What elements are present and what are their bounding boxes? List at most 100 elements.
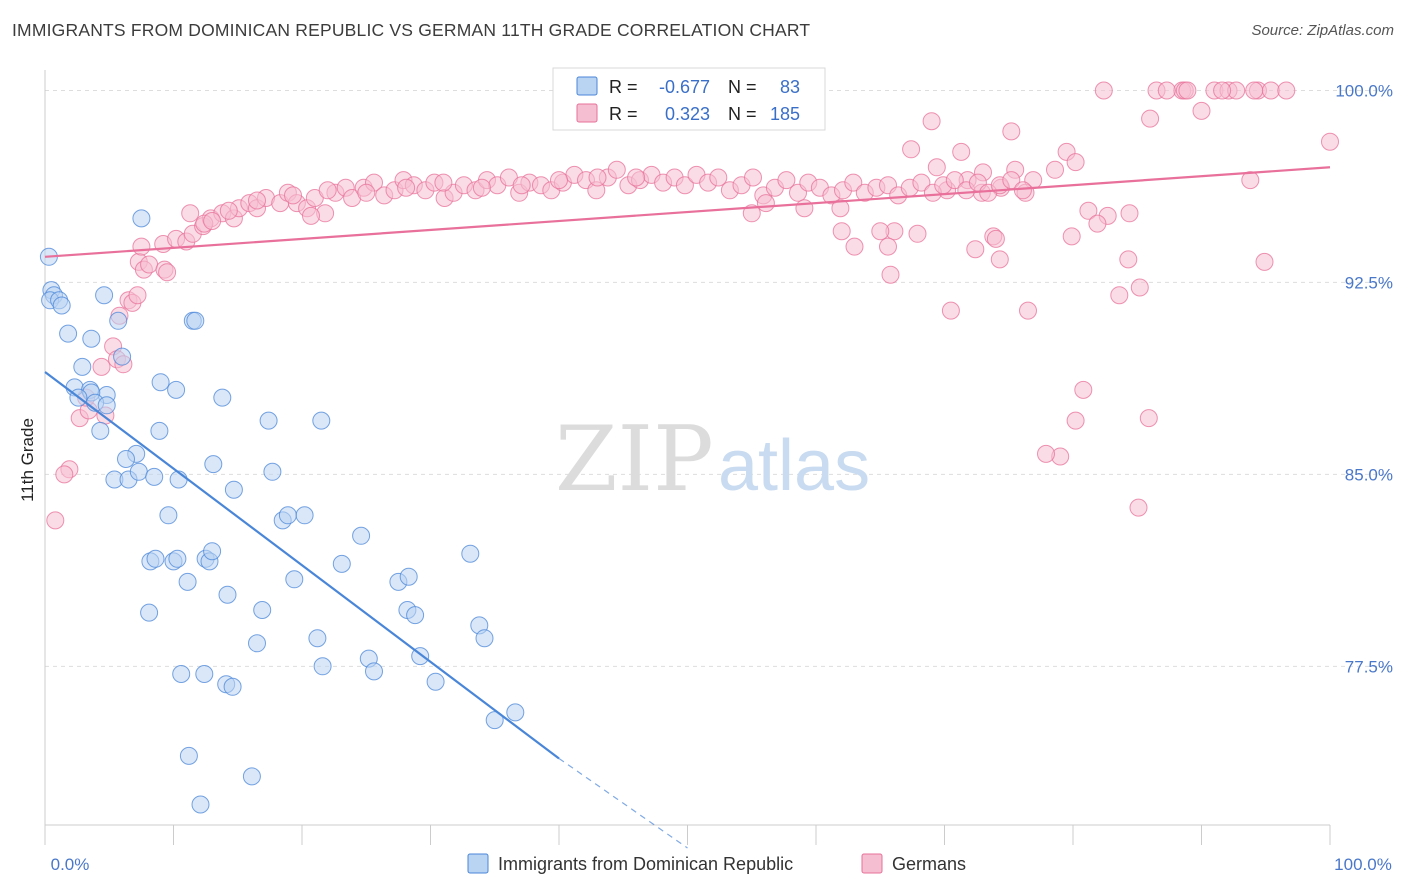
data-point-germans bbox=[627, 168, 646, 187]
data-point-germans bbox=[709, 168, 728, 187]
data-point-dominican bbox=[91, 421, 110, 440]
data-point-germans bbox=[472, 178, 491, 197]
data-point-dominican bbox=[485, 711, 504, 730]
data-point-dominican bbox=[129, 462, 148, 481]
data-point-germans bbox=[879, 237, 897, 256]
watermark-atlas: atlas bbox=[718, 426, 870, 506]
data-point-germans bbox=[927, 158, 946, 177]
legend-n-label-2: N = bbox=[728, 104, 757, 124]
data-point-germans bbox=[1255, 252, 1274, 271]
data-point-dominican bbox=[263, 462, 282, 481]
data-point-dominican bbox=[52, 296, 71, 315]
x-tick-labels: 0.0% 100.0% bbox=[51, 855, 1392, 874]
data-point-germans bbox=[922, 112, 941, 131]
data-point-germans bbox=[777, 171, 796, 190]
data-point-dominican bbox=[109, 311, 128, 330]
data-point-dominican bbox=[140, 603, 159, 622]
data-point-germans bbox=[1019, 301, 1037, 320]
data-point-dominican bbox=[167, 380, 186, 399]
data-point-germans bbox=[219, 201, 238, 220]
data-point-germans bbox=[318, 181, 337, 200]
data-point-dominican bbox=[179, 746, 198, 765]
data-point-dominican bbox=[186, 311, 205, 330]
data-point-germans bbox=[1129, 498, 1148, 517]
data-point-dominican bbox=[278, 506, 297, 525]
trend-line-dominican-extension bbox=[558, 757, 688, 849]
data-point-dominican bbox=[224, 480, 243, 499]
data-point-germans bbox=[1062, 227, 1081, 246]
data-point-dominican bbox=[113, 347, 132, 366]
data-point-germans bbox=[952, 142, 971, 161]
data-point-germans bbox=[1241, 171, 1260, 190]
watermark-zip: ZIP bbox=[555, 407, 714, 512]
watermark: ZIP atlas bbox=[555, 407, 870, 512]
data-point-germans bbox=[1037, 444, 1055, 463]
x-tick-label-max: 100.0% bbox=[1334, 855, 1392, 874]
axes bbox=[44, 70, 1331, 845]
data-point-dominican bbox=[97, 396, 116, 415]
data-point-germans bbox=[1192, 101, 1211, 120]
data-point-dominican bbox=[172, 665, 191, 683]
legend: R = -0.677 N = 83 R = 0.323 N = 185 bbox=[552, 67, 826, 131]
data-point-dominican bbox=[248, 634, 266, 653]
data-point-germans bbox=[908, 224, 927, 243]
data-point-germans bbox=[1178, 81, 1197, 100]
y-tick-label: 77.5% bbox=[1345, 657, 1393, 676]
data-point-dominican bbox=[145, 467, 164, 486]
legend-n-label-1: N = bbox=[728, 77, 757, 97]
data-point-germans bbox=[912, 173, 931, 192]
data-point-dominican bbox=[365, 662, 383, 681]
data-point-germans bbox=[1321, 132, 1339, 151]
data-point-germans bbox=[744, 168, 762, 187]
data-point-germans bbox=[1002, 122, 1021, 141]
legend-box bbox=[552, 67, 826, 131]
data-point-dominican bbox=[218, 585, 237, 604]
legend-r-value-2: 0.323 bbox=[665, 104, 710, 124]
data-point-germans bbox=[1088, 214, 1107, 233]
data-point-germans bbox=[832, 222, 851, 241]
data-point-germans bbox=[1013, 181, 1032, 200]
data-point-germans bbox=[1139, 409, 1158, 428]
data-point-germans bbox=[756, 194, 775, 213]
bottom-legend-swatch-blue bbox=[467, 853, 489, 874]
data-point-dominican bbox=[223, 677, 242, 696]
data-point-germans bbox=[675, 176, 694, 195]
series-germans bbox=[46, 81, 1339, 530]
data-point-dominican bbox=[308, 629, 327, 648]
data-point-dominican bbox=[312, 411, 331, 430]
data-point-germans bbox=[588, 168, 607, 187]
data-point-germans bbox=[158, 263, 177, 282]
legend-swatch-blue bbox=[576, 76, 598, 96]
data-point-germans bbox=[1046, 160, 1064, 179]
data-point-germans bbox=[945, 171, 964, 190]
data-point-germans bbox=[140, 255, 159, 274]
data-point-germans bbox=[990, 250, 1009, 269]
bottom-legend-swatch-pink bbox=[861, 853, 883, 874]
data-point-germans bbox=[1261, 81, 1280, 100]
data-point-dominican bbox=[475, 629, 494, 648]
data-point-germans bbox=[1277, 81, 1296, 100]
data-point-germans bbox=[132, 237, 151, 256]
data-point-dominican bbox=[313, 657, 332, 676]
data-point-germans bbox=[55, 465, 74, 484]
data-point-germans bbox=[871, 222, 890, 241]
legend-swatch-pink bbox=[576, 103, 598, 123]
data-point-germans bbox=[181, 204, 200, 223]
data-point-dominican bbox=[352, 526, 371, 545]
data-point-germans bbox=[1094, 81, 1113, 100]
trend-line-dominican bbox=[44, 371, 560, 760]
data-point-dominican bbox=[82, 329, 101, 348]
data-point-germans bbox=[1074, 380, 1093, 399]
data-point-germans bbox=[1245, 81, 1264, 100]
data-point-dominican bbox=[168, 549, 187, 568]
data-point-germans bbox=[607, 160, 626, 179]
legend-n-value-2: 185 bbox=[770, 104, 800, 124]
legend-r-label-2: R = bbox=[609, 104, 638, 124]
data-point-germans bbox=[881, 265, 900, 284]
data-point-dominican bbox=[285, 570, 304, 589]
data-point-dominican bbox=[203, 542, 222, 561]
legend-r-value-1: -0.677 bbox=[659, 77, 710, 97]
y-axis-label: 11th Grade bbox=[18, 418, 37, 502]
data-point-dominican bbox=[73, 357, 92, 376]
